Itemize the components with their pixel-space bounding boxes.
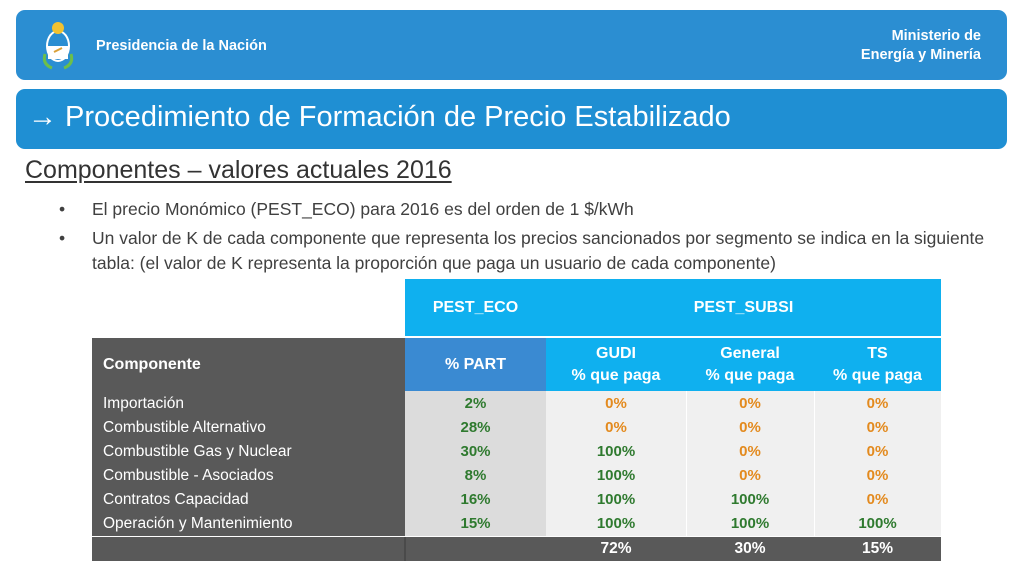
total-gudi: 72% [600,540,632,557]
row-ts: 0% [866,395,889,412]
row-gudi: 0% [605,395,627,412]
row-name: Combustible - Asociados [103,467,274,484]
total-general: 30% [734,540,766,557]
ministry-brand: Ministerio de Energía y Minería [861,27,981,65]
totals-row [92,537,941,561]
row-part: 8% [464,467,487,484]
k-values-table: PEST_ECO PEST_SUBSI Componente % PART GU… [92,279,941,561]
bullet-text: Un valor de K de cada componente que rep… [92,228,985,273]
col-header-part: % PART [405,338,546,391]
row-ts: 0% [866,419,889,436]
row-ts: 0% [866,491,889,508]
row-gudi: 100% [596,491,636,508]
group-header-eco-label: PEST_ECO [432,298,519,316]
col-header-part-label: % PART [444,355,507,373]
col-divider [814,391,815,536]
row-gudi: 100% [596,515,636,532]
group-header-eco: PEST_ECO [405,279,546,336]
row-name: Combustible Alternativo [103,419,266,436]
bullet-marker: • [59,228,66,248]
slide-title: → Procedimiento de Formación de Precio E… [28,101,731,133]
bullet-item: • El precio Monómico (PEST_ECO) para 201… [59,197,1004,222]
row-gudi: 0% [605,419,627,436]
bullet-item: • Un valor de K de cada componente que r… [59,226,1004,276]
title-bar: → Procedimiento de Formación de Precio E… [16,89,1007,149]
col-header-general: General % que paga [686,338,814,391]
col-header-componente: Componente [92,338,405,391]
row-part: 15% [460,515,491,532]
row-gudi: 100% [596,443,636,460]
col-divider [686,391,687,536]
row-general: 0% [739,467,761,484]
group-header-subsi-label: PEST_SUBSI [693,298,794,316]
row-name: Contratos Capacidad [103,491,249,508]
row-general: 0% [739,395,761,412]
section-subtitle: Componentes – valores actuales 2016 [25,156,452,184]
col-header-gudi-label: GUDI [596,344,636,362]
group-header-subsi: PEST_SUBSI [546,279,941,336]
row-name: Operación y Mantenimiento [103,515,293,532]
col-header-general-sublabel: % que paga [705,366,795,384]
header-bar: Presidencia de la Nación Ministerio de E… [16,10,1007,80]
row-ts: 0% [866,467,889,484]
col-header-componente-label: Componente [103,355,201,373]
subsi-columns-bg [546,391,941,536]
row-part: 30% [460,443,491,460]
row-ts: 0% [866,443,889,460]
row-gudi: 100% [596,467,636,484]
ministry-brand-line2: Energía y Minería [860,47,981,63]
bullet-marker: • [59,199,66,219]
row-part: 2% [464,395,487,412]
row-name: Combustible Gas y Nuclear [103,443,292,460]
col-header-gudi-sublabel: % que paga [571,366,661,384]
presidency-brand: Presidencia de la Nación [96,38,267,54]
bullet-list: • El precio Monómico (PEST_ECO) para 201… [59,197,1004,280]
col-header-ts: TS % que paga [814,338,941,391]
row-ts: 100% [858,515,897,532]
row-part: 16% [460,491,491,508]
row-general: 100% [730,491,770,508]
bullet-text: El precio Monómico (PEST_ECO) para 2016 … [92,199,634,219]
national-emblem-icon [42,22,74,70]
col-header-general-label: General [720,344,780,362]
row-part: 28% [460,419,491,436]
total-ts: 15% [861,540,894,557]
totals-divider [404,537,406,561]
row-name: Importación [103,395,184,412]
col-header-ts-sublabel: % que paga [833,366,922,384]
col-header-gudi: GUDI % que paga [546,338,686,391]
row-general: 0% [739,443,761,460]
row-general: 0% [739,419,761,436]
part-column-bg [405,391,546,536]
componente-column-bg [92,391,405,536]
col-header-ts-label: TS [867,344,888,362]
row-general: 100% [730,515,770,532]
ministry-brand-line1: Ministerio de [891,28,981,44]
